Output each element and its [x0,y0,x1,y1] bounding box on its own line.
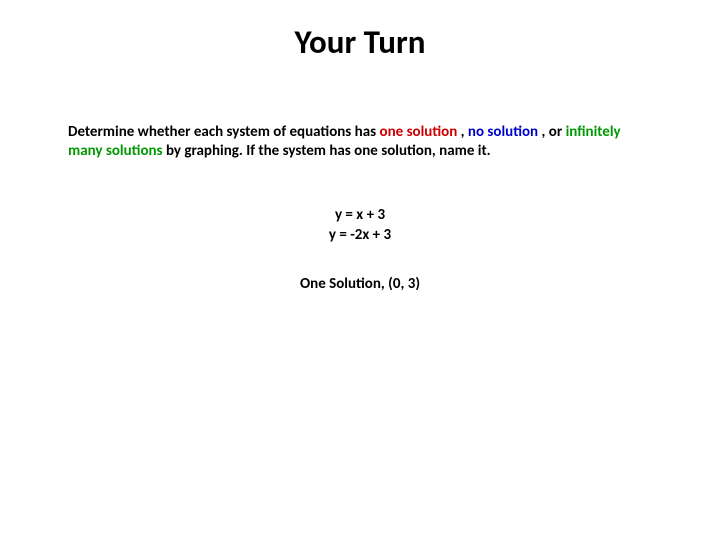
instruction-prefix: Determine whether each system of equatio… [68,123,380,141]
answer-text: One Solution, (0, 3) [0,275,720,293]
instruction-text: Determine whether each system of equatio… [68,123,652,161]
equation-line-1: y = x + 3 [0,205,720,225]
slide-title: Your Turn [0,22,720,62]
equation-block: y = x + 3 y = -2x + 3 [0,205,720,246]
equation-line-2: y = -2x + 3 [0,225,720,245]
highlight-no-solution: no solution [468,123,538,141]
highlight-one-solution: one solution [380,123,458,141]
instruction-sep2: , or [542,123,566,141]
slide-page: Your Turn Determine whether each system … [0,0,720,540]
instruction-suffix: by graphing. If the system has one solut… [166,142,491,160]
instruction-sep1: , [461,123,468,141]
